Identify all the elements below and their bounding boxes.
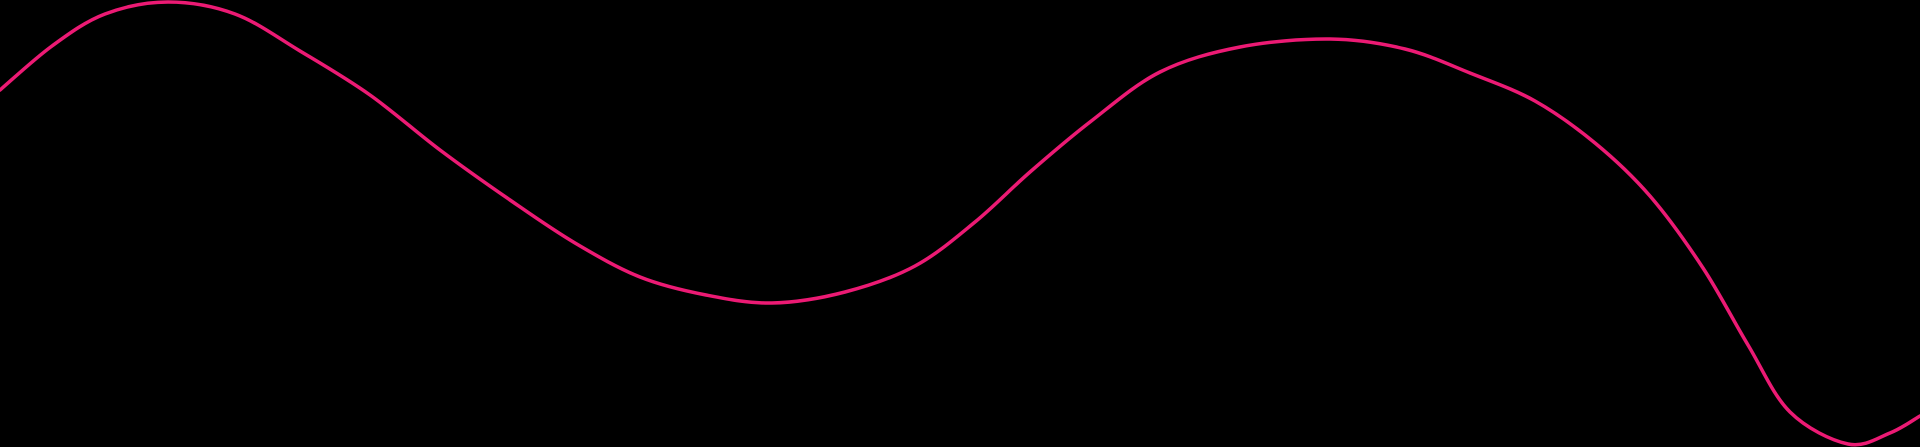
black-canvas: [0, 0, 1920, 447]
pink-wave-curve: [0, 0, 1920, 447]
wave-svg: [0, 0, 1920, 447]
